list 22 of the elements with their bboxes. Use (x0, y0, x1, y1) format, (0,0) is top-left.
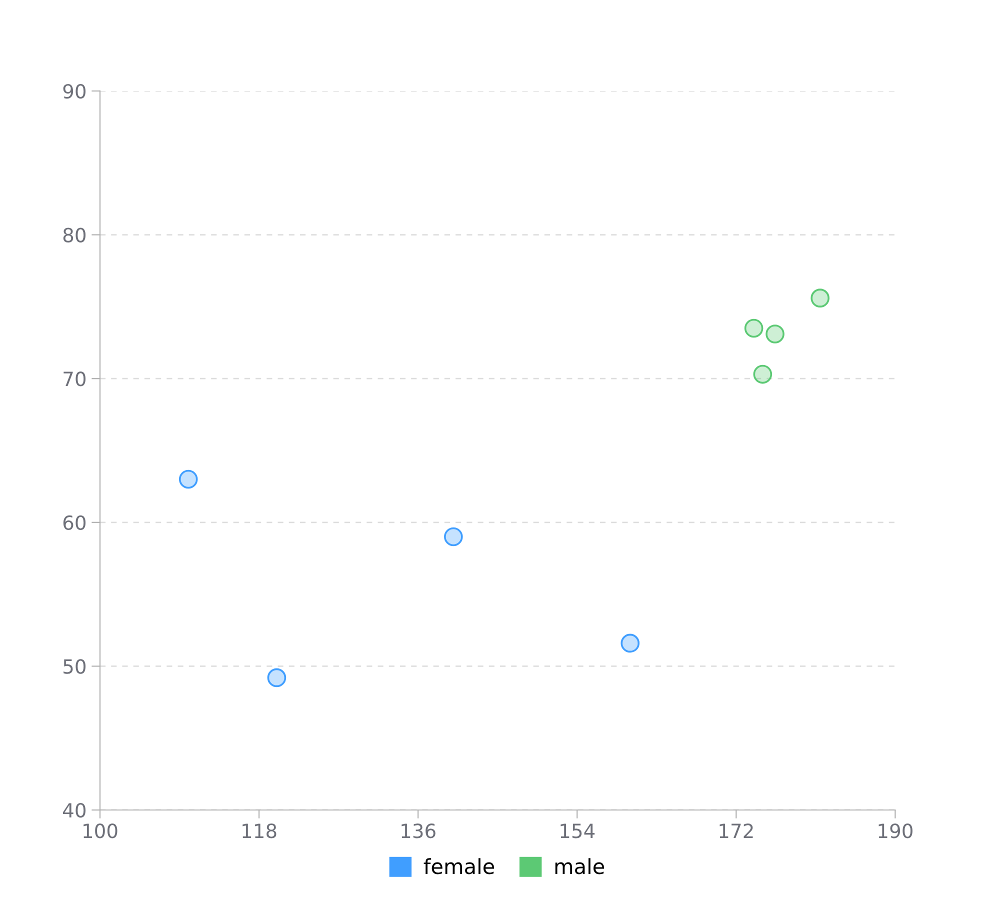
point (753, 364, 772, 384)
x-tick-label: 190 (878, 824, 912, 838)
legend-label: male (555, 858, 604, 874)
point (444, 527, 463, 546)
x-tick-label: 154 (560, 824, 595, 838)
y-tick-label: 40 (63, 802, 86, 818)
legend-label: female (424, 858, 494, 874)
x-tick-label: 172 (720, 824, 753, 838)
x-tick-label: 136 (402, 824, 436, 838)
point (267, 668, 286, 688)
x-tick-label: 118 (242, 824, 276, 838)
point (810, 288, 830, 308)
point (766, 324, 784, 344)
point (744, 318, 764, 338)
x-tick-label: 100 (84, 824, 118, 838)
y-tick-label: 60 (63, 515, 86, 530)
y-tick-label: 90 (63, 84, 86, 99)
point (620, 634, 640, 653)
y-tick-label: 70 (64, 372, 86, 386)
y-tick-label: 80 (63, 228, 86, 242)
point (178, 470, 198, 489)
y-tick-label: 50 (64, 659, 86, 674)
